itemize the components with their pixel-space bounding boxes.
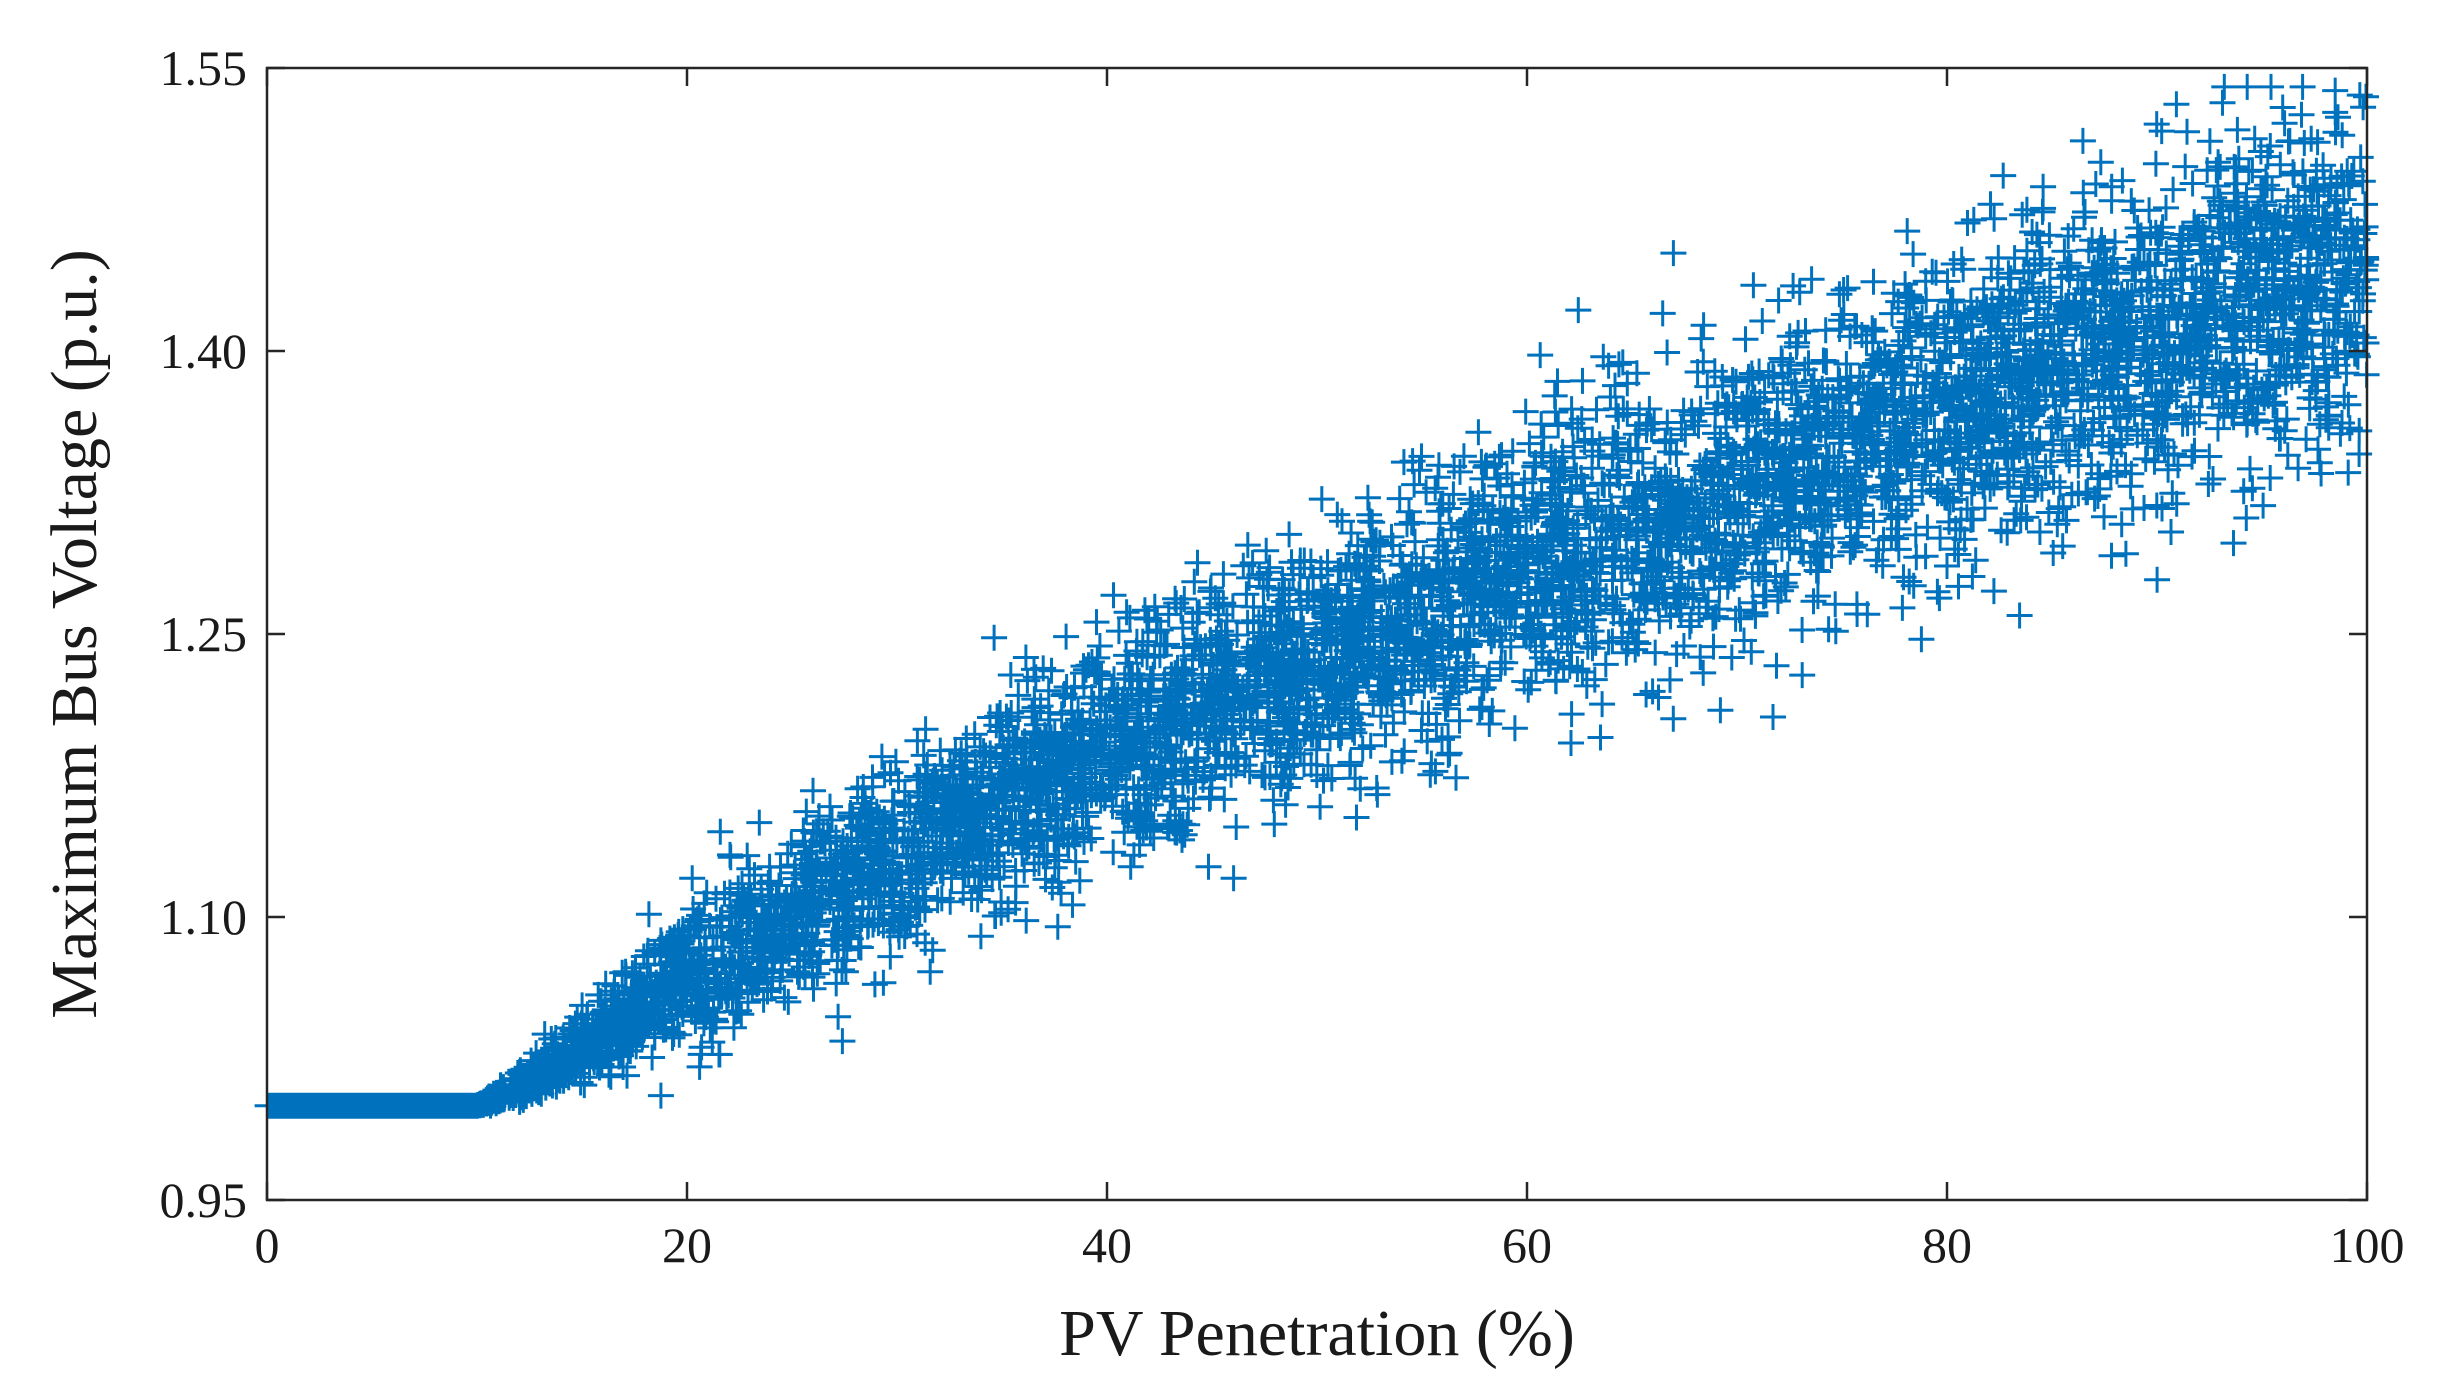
y-tick-label: 0.95: [160, 1172, 248, 1228]
x-tick-label: 20: [662, 1217, 712, 1273]
x-tick-label: 80: [1922, 1217, 1972, 1273]
y-tick-label: 1.25: [160, 606, 248, 662]
y-tick-label: 1.40: [160, 323, 248, 379]
scatter-point: [254, 73, 2380, 1119]
y-tick-label: 1.10: [160, 889, 248, 945]
x-tick-label: 0: [255, 1217, 280, 1273]
y-axis-label: Maximum Bus Voltage (p.u.): [38, 249, 111, 1018]
x-tick-label: 60: [1502, 1217, 1552, 1273]
axis-ticks: 0 20 40 60 80 100 0.95 1.10 1.25 1.40 1.55: [160, 40, 2405, 1273]
data-points: [254, 73, 2380, 1119]
y-tick-label: 1.55: [160, 40, 248, 96]
x-tick-label: 100: [2330, 1217, 2405, 1273]
x-tick-label: 40: [1082, 1217, 1132, 1273]
x-axis-label: PV Penetration (%): [1059, 1297, 1575, 1370]
